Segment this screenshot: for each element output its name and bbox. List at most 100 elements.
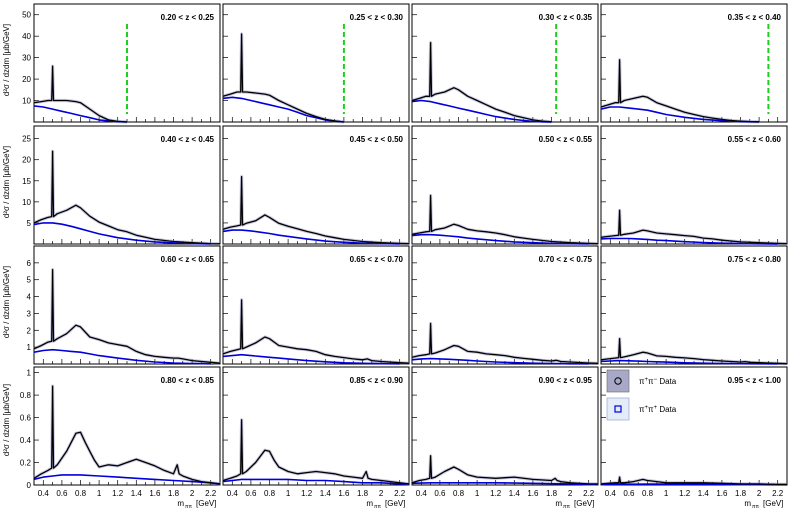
x-tick-label: 1.4 [698, 489, 710, 498]
legend-label-part: Data [657, 377, 677, 386]
panel-frame [600, 3, 788, 123]
series-like-sign [411, 233, 589, 245]
series-unlike-sign [411, 41, 552, 123]
y-tick-label: 20 [22, 75, 31, 84]
y-axis-label: d²σ / dzdm [μb/GeV] [2, 146, 11, 218]
y-tick-label: 3 [27, 309, 32, 318]
panel-title: 0.75 < z < 0.80 [728, 255, 782, 264]
x-tick-label: 2 [190, 489, 195, 498]
series-like-sign [33, 348, 211, 365]
x-tick-label: 1 [97, 489, 102, 498]
y-tick-label: 0 [27, 481, 32, 490]
x-axis-label-sub: ππ [563, 504, 570, 509]
panel-title: 0.70 < z < 0.75 [539, 255, 593, 264]
legend-swatch-unlike [606, 369, 630, 393]
panel-title: 0.25 < z < 0.30 [350, 13, 404, 22]
panel-title: 0.65 < z < 0.70 [350, 255, 404, 264]
x-axis-label: m [744, 499, 751, 508]
panel-9: 0.60 < z < 0.65 [33, 245, 221, 365]
legend-label-part: π [648, 377, 654, 386]
legend-marker-square [614, 405, 622, 413]
series-unlike-sign [222, 419, 410, 485]
x-tick-label: 0.4 [38, 489, 50, 498]
y-tick-label: 1 [27, 369, 32, 378]
legend-label: π+π− Data [639, 377, 677, 386]
x-tick-label: 0.6 [623, 489, 635, 498]
legend-label-part: π [648, 405, 654, 414]
x-tick-label: 2 [757, 489, 762, 498]
series-unlike-sign [411, 194, 599, 245]
panel-title: 0.80 < z < 0.85 [161, 376, 215, 385]
legend-label-part: + [645, 377, 649, 383]
x-axis-label-unit: [GeV] [196, 499, 216, 508]
series-unlike-sign [33, 150, 221, 245]
panel-title: 0.40 < z < 0.45 [161, 135, 215, 144]
series-unlike-sign [33, 268, 221, 364]
series-unlike-sign [600, 59, 760, 123]
panel-title: 0.90 < z < 0.95 [539, 376, 593, 385]
legend-marker-circle [614, 377, 622, 385]
panel-frame [411, 366, 599, 486]
x-tick-label: 0.4 [416, 489, 428, 498]
series-unlike-sign [33, 65, 128, 123]
panel-title: 0.85 < z < 0.90 [350, 376, 404, 385]
panel-frame [33, 245, 221, 365]
series-like-sign [222, 229, 400, 245]
panel-5: 0.40 < z < 0.45 [33, 125, 221, 246]
x-tick-label: 1.6 [338, 489, 350, 498]
panel-frame [33, 3, 221, 123]
legend-label-part: + [654, 405, 658, 411]
x-tick-label: 1.4 [509, 489, 521, 498]
panel-title: 0.60 < z < 0.65 [161, 255, 215, 264]
x-tick-label: 1.4 [320, 489, 332, 498]
series-unlike-sign [222, 299, 410, 364]
panel-4: 0.35 < z < 0.40 [600, 3, 788, 124]
series-unlike-sign [33, 385, 221, 485]
panel-frame [411, 125, 599, 245]
y-tick-label: 50 [22, 11, 31, 20]
y-tick-label: 1 [27, 343, 32, 352]
series-unlike-sign [222, 175, 410, 245]
panel-frame [33, 366, 221, 486]
y-tick-label: 30 [22, 54, 31, 63]
x-tick-label: 1.6 [149, 489, 161, 498]
series-like-sign [411, 482, 599, 486]
legend-label-part: − [654, 377, 658, 383]
panel-2: 0.25 < z < 0.30 [222, 3, 410, 124]
panel-title: 0.55 < z < 0.60 [728, 135, 782, 144]
panel-frame [600, 125, 788, 245]
panel-title: 0.35 < z < 0.40 [728, 13, 782, 22]
y-tick-label: 25 [22, 135, 31, 144]
x-tick-label: 1.8 [357, 489, 369, 498]
panel-frame [411, 3, 599, 123]
x-axis-label-sub: ππ [752, 504, 759, 509]
x-tick-label: 1.6 [527, 489, 539, 498]
y-tick-label: 10 [22, 198, 31, 207]
panel-14: 0.85 < z < 0.90 [222, 366, 410, 486]
series-unlike-sign [411, 322, 599, 364]
x-tick-label: 0.8 [264, 489, 276, 498]
x-tick-label: 1.2 [301, 489, 313, 498]
panel-6: 0.45 < z < 0.50 [222, 125, 410, 246]
x-axis-label-sub: ππ [185, 504, 192, 509]
legend-label-part: π [639, 377, 645, 386]
panel-10: 0.65 < z < 0.70 [222, 245, 410, 365]
y-tick-label: 4 [27, 293, 32, 302]
panel-8: 0.55 < z < 0.60 [600, 125, 788, 246]
series-like-sign [411, 357, 589, 365]
panel-title: 0.45 < z < 0.50 [350, 135, 404, 144]
legend-label-part: Data [657, 405, 677, 414]
series-like-sign [222, 478, 409, 485]
x-tick-label: 1.6 [716, 489, 728, 498]
x-tick-label: 1.4 [131, 489, 143, 498]
x-tick-label: 1.2 [679, 489, 691, 498]
series-like-sign [600, 359, 778, 365]
panel-12: 0.75 < z < 0.80 [600, 245, 788, 366]
legend-label-part: + [645, 405, 649, 411]
x-tick-label: 1.8 [546, 489, 558, 498]
panel-frame [600, 366, 788, 486]
x-tick-label: 0.6 [56, 489, 68, 498]
series-unlike-sign [222, 33, 344, 123]
